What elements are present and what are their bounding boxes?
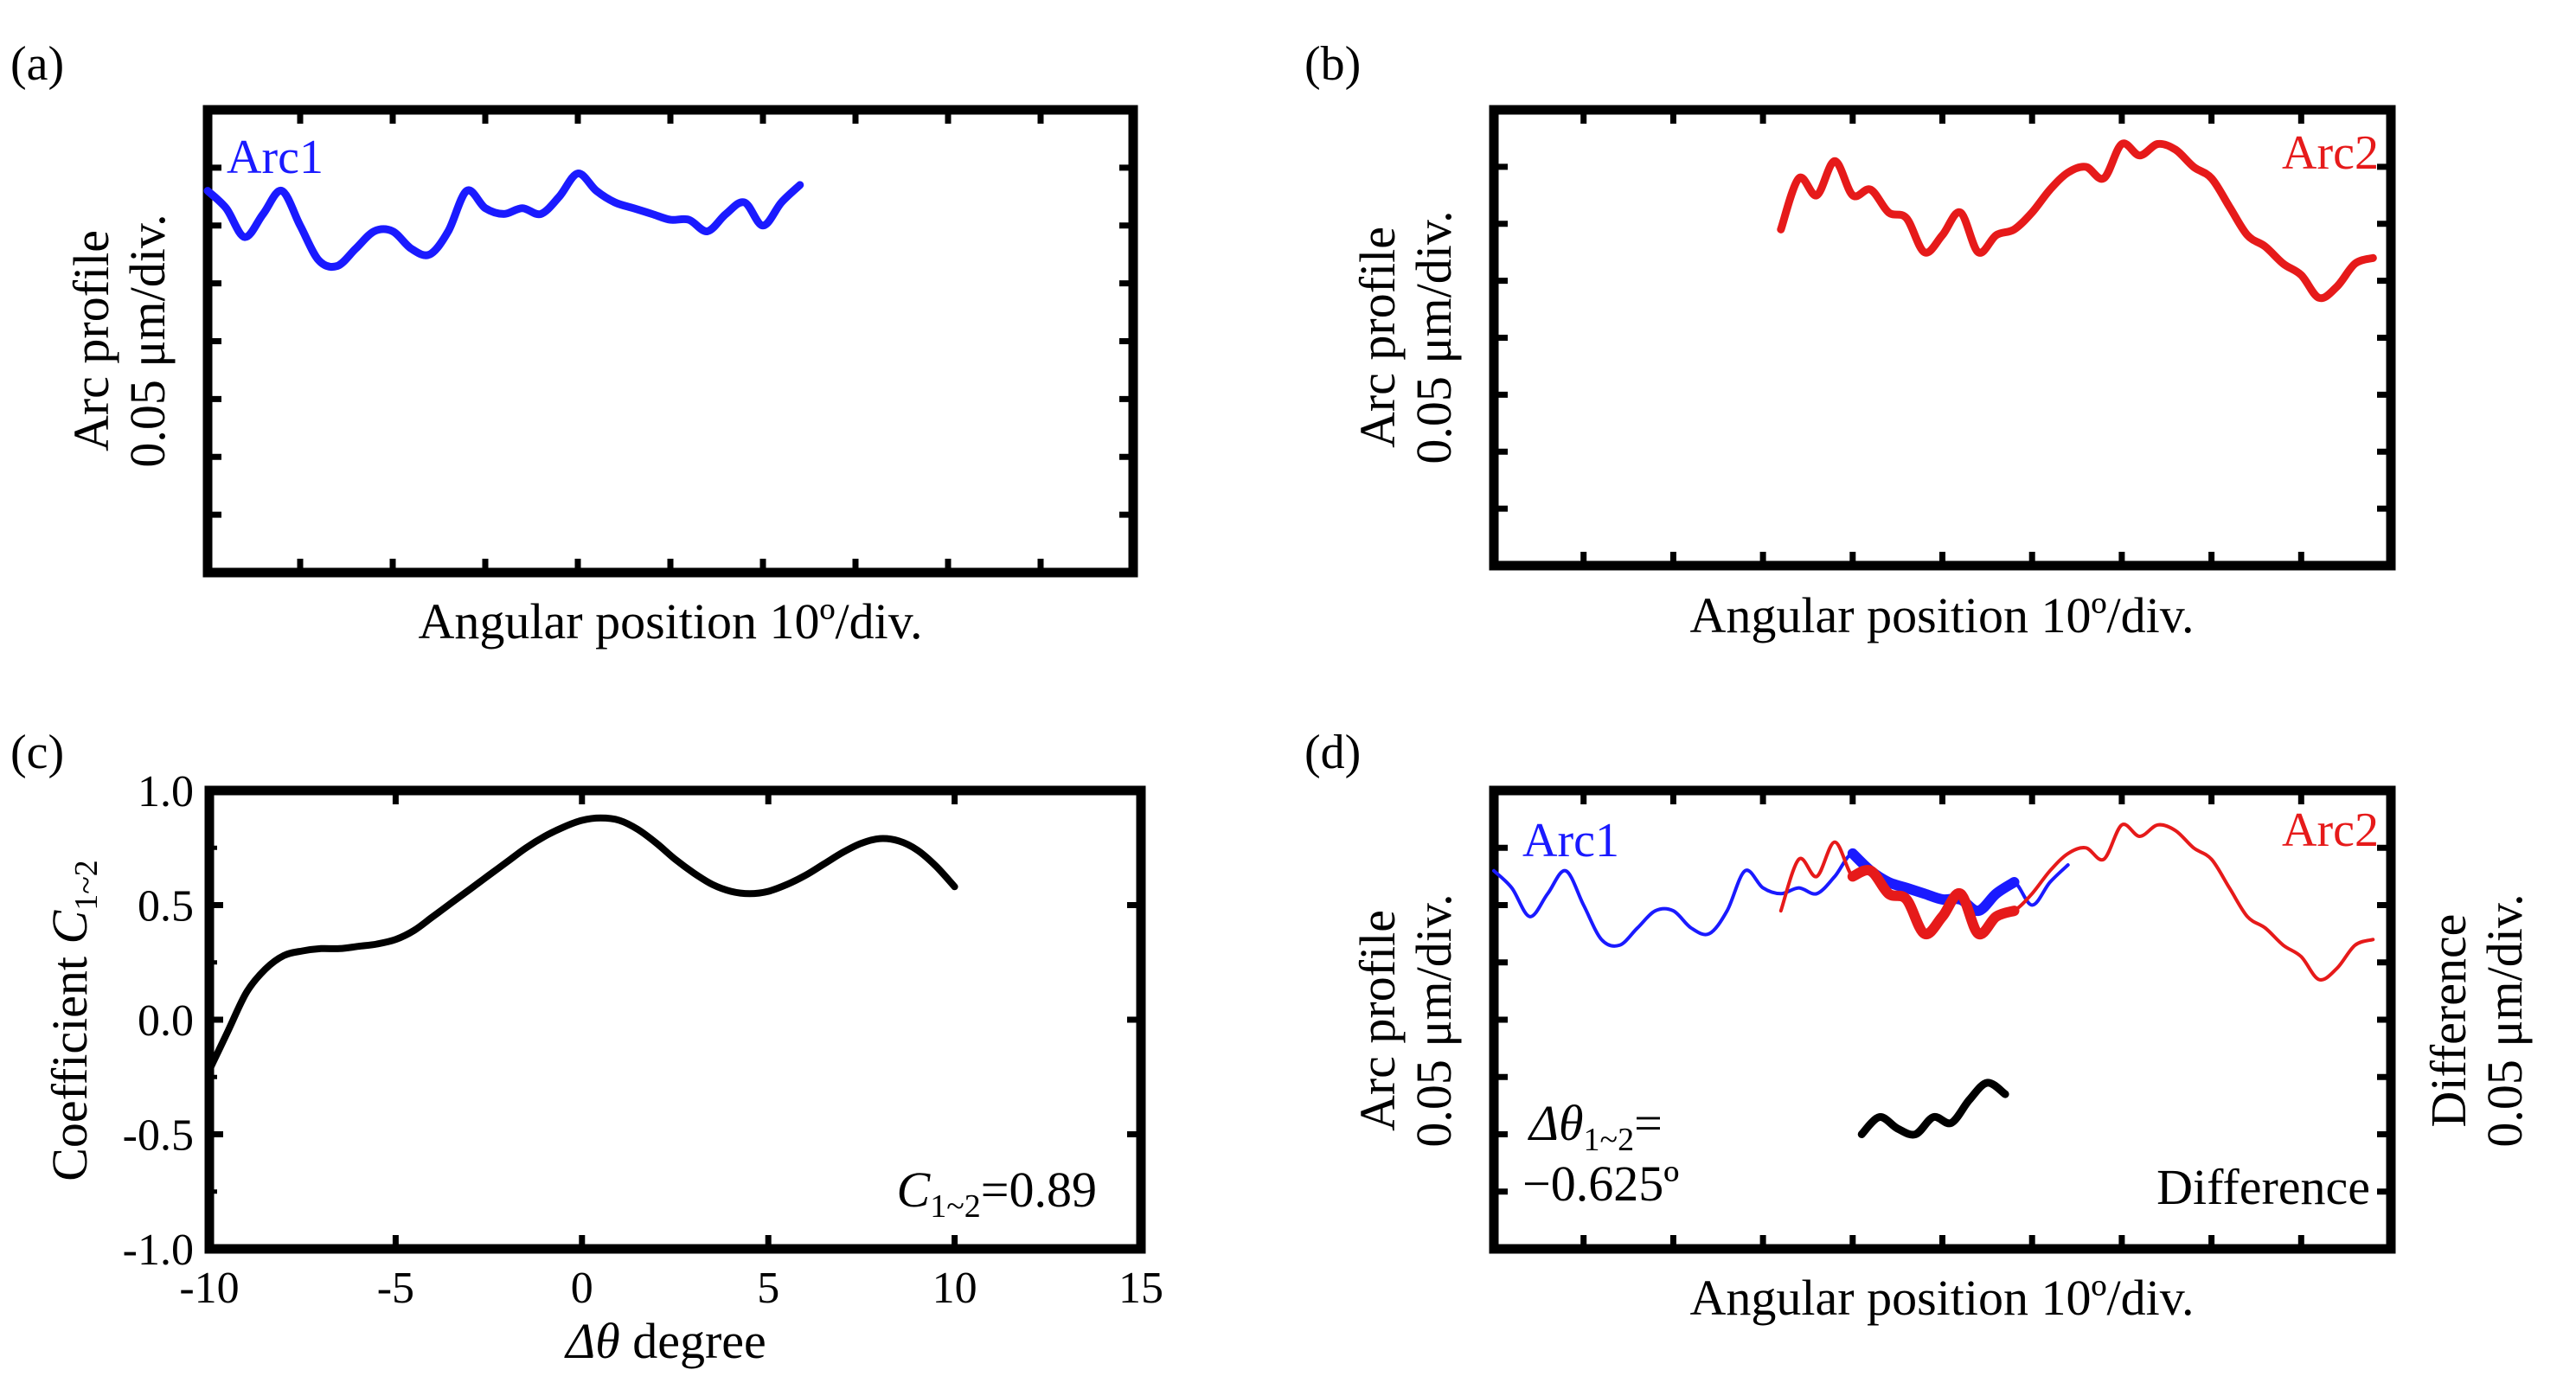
panel-d: Arc1 Arc2 Δθ1~2= −0.625º Difference Arc … [1349, 785, 2533, 1326]
panel-label-c: (c) [10, 726, 64, 779]
x-tick-label: 0 [571, 1264, 593, 1313]
y-tick-label: 0.5 [138, 882, 194, 931]
panel-a-ylabel-line2: 0.05 μm/div. [119, 214, 176, 467]
panel-d-ticks [1494, 791, 2391, 1249]
panel-c-annotation-value: =0.89 [981, 1162, 1097, 1218]
panel-c-annotation-var: C [897, 1162, 932, 1218]
x-tick-label: 15 [1118, 1264, 1163, 1313]
panel-d-difference-label: Difference [2156, 1159, 2370, 1215]
panel-d-xlabel: Angular position 10º/div. [1690, 1270, 2195, 1326]
panel-a-series-label: Arc1 [227, 131, 324, 184]
panel-c-xlabel-var: Δθ [564, 1313, 620, 1369]
y-tick-label: -1.0 [123, 1226, 194, 1275]
panel-d-ylabel-line2: 0.05 μm/div. [1406, 893, 1462, 1147]
arc2-overlap-line [1847, 865, 2020, 940]
panel-d-series [1492, 823, 2375, 1139]
panel-label-d: (d) [1304, 726, 1361, 779]
panel-c-annotation-sub: 1~2 [930, 1188, 981, 1225]
panel-a-xlabel: Angular position 10º/div. [419, 593, 923, 650]
panel-b-ylabel-line1: Arc profile [1349, 227, 1406, 448]
arc1-line [203, 170, 804, 272]
coefficient-line [206, 814, 958, 1074]
panel-d-shift-value: −0.625º [1522, 1155, 1679, 1212]
x-tick-label: -10 [179, 1264, 239, 1313]
panel-b-ylabel-line2: 0.05 μm/div. [1406, 210, 1462, 464]
panel-d-series1-label: Arc1 [1522, 814, 1619, 867]
panel-b-ticks [1494, 110, 2391, 566]
x-tick-label: 5 [757, 1264, 779, 1313]
panel-label-b: (b) [1304, 37, 1361, 91]
panel-d-ylabel-line1: Arc profile [1349, 910, 1406, 1131]
panel-c-ylabel-prefix: Coefficient [42, 944, 98, 1181]
panel-label-a: (a) [10, 37, 64, 91]
panel-d-shift-var: Δθ [1528, 1095, 1584, 1151]
panel-d-series2-label: Arc2 [2282, 803, 2379, 857]
panel-a-frame [202, 105, 1138, 578]
panel-d-y2label-line2: 0.05 μm/div. [2477, 893, 2533, 1147]
panel-d-shift-sub: 1~2 [1584, 1122, 1635, 1158]
panel-c-ylabel: Coefficient C1~2 [42, 860, 105, 1181]
x-tick-label: 10 [932, 1264, 977, 1313]
panel-c-ylabel-sub: 1~2 [68, 860, 105, 911]
panel-a-series [203, 170, 804, 272]
panel-a: Arc1 Arc profile 0.05 μm/div. Angular po… [63, 105, 1138, 650]
panel-d-shift-line1: Δθ1~2= [1528, 1095, 1663, 1158]
panel-c-series [206, 814, 958, 1074]
difference-line [1857, 1079, 2009, 1139]
panel-c-annotation: C1~2=0.89 [897, 1162, 1097, 1225]
panel-c: -10 -5 0 5 10 15 -1.0 -0.5 0.0 0.5 1.0 Coefficient… [42, 767, 1163, 1369]
x-tick-label: -5 [377, 1264, 414, 1313]
panel-c-xlabel: Δθ degree [564, 1313, 766, 1369]
arc2-line [1777, 139, 2377, 303]
panel-c-xlabel-rest: degree [620, 1313, 766, 1369]
y-tick-label: -0.5 [123, 1111, 194, 1161]
panel-d-shift-eq: = [1634, 1095, 1663, 1151]
panel-c-ylabel-var: C [42, 909, 98, 944]
panel-a-ticks [208, 110, 1133, 573]
y-tick-label: 0.0 [138, 996, 194, 1046]
panel-b: Arc2 Arc profile 0.05 μm/div. Angular po… [1349, 105, 2396, 643]
panel-b-series [1777, 139, 2377, 303]
panel-d-y2label-line1: Difference [2420, 914, 2477, 1128]
panel-c-ticks: -10 -5 0 5 10 15 -1.0 -0.5 0.0 0.5 1.0 [123, 767, 1163, 1313]
panel-b-xlabel: Angular position 10º/div. [1690, 587, 2195, 643]
panel-b-series-label: Arc2 [2282, 126, 2379, 180]
panel-a-ylabel-line1: Arc profile [63, 230, 119, 451]
y-tick-label: 1.0 [138, 767, 194, 816]
panel-b-frame [1489, 105, 2396, 571]
